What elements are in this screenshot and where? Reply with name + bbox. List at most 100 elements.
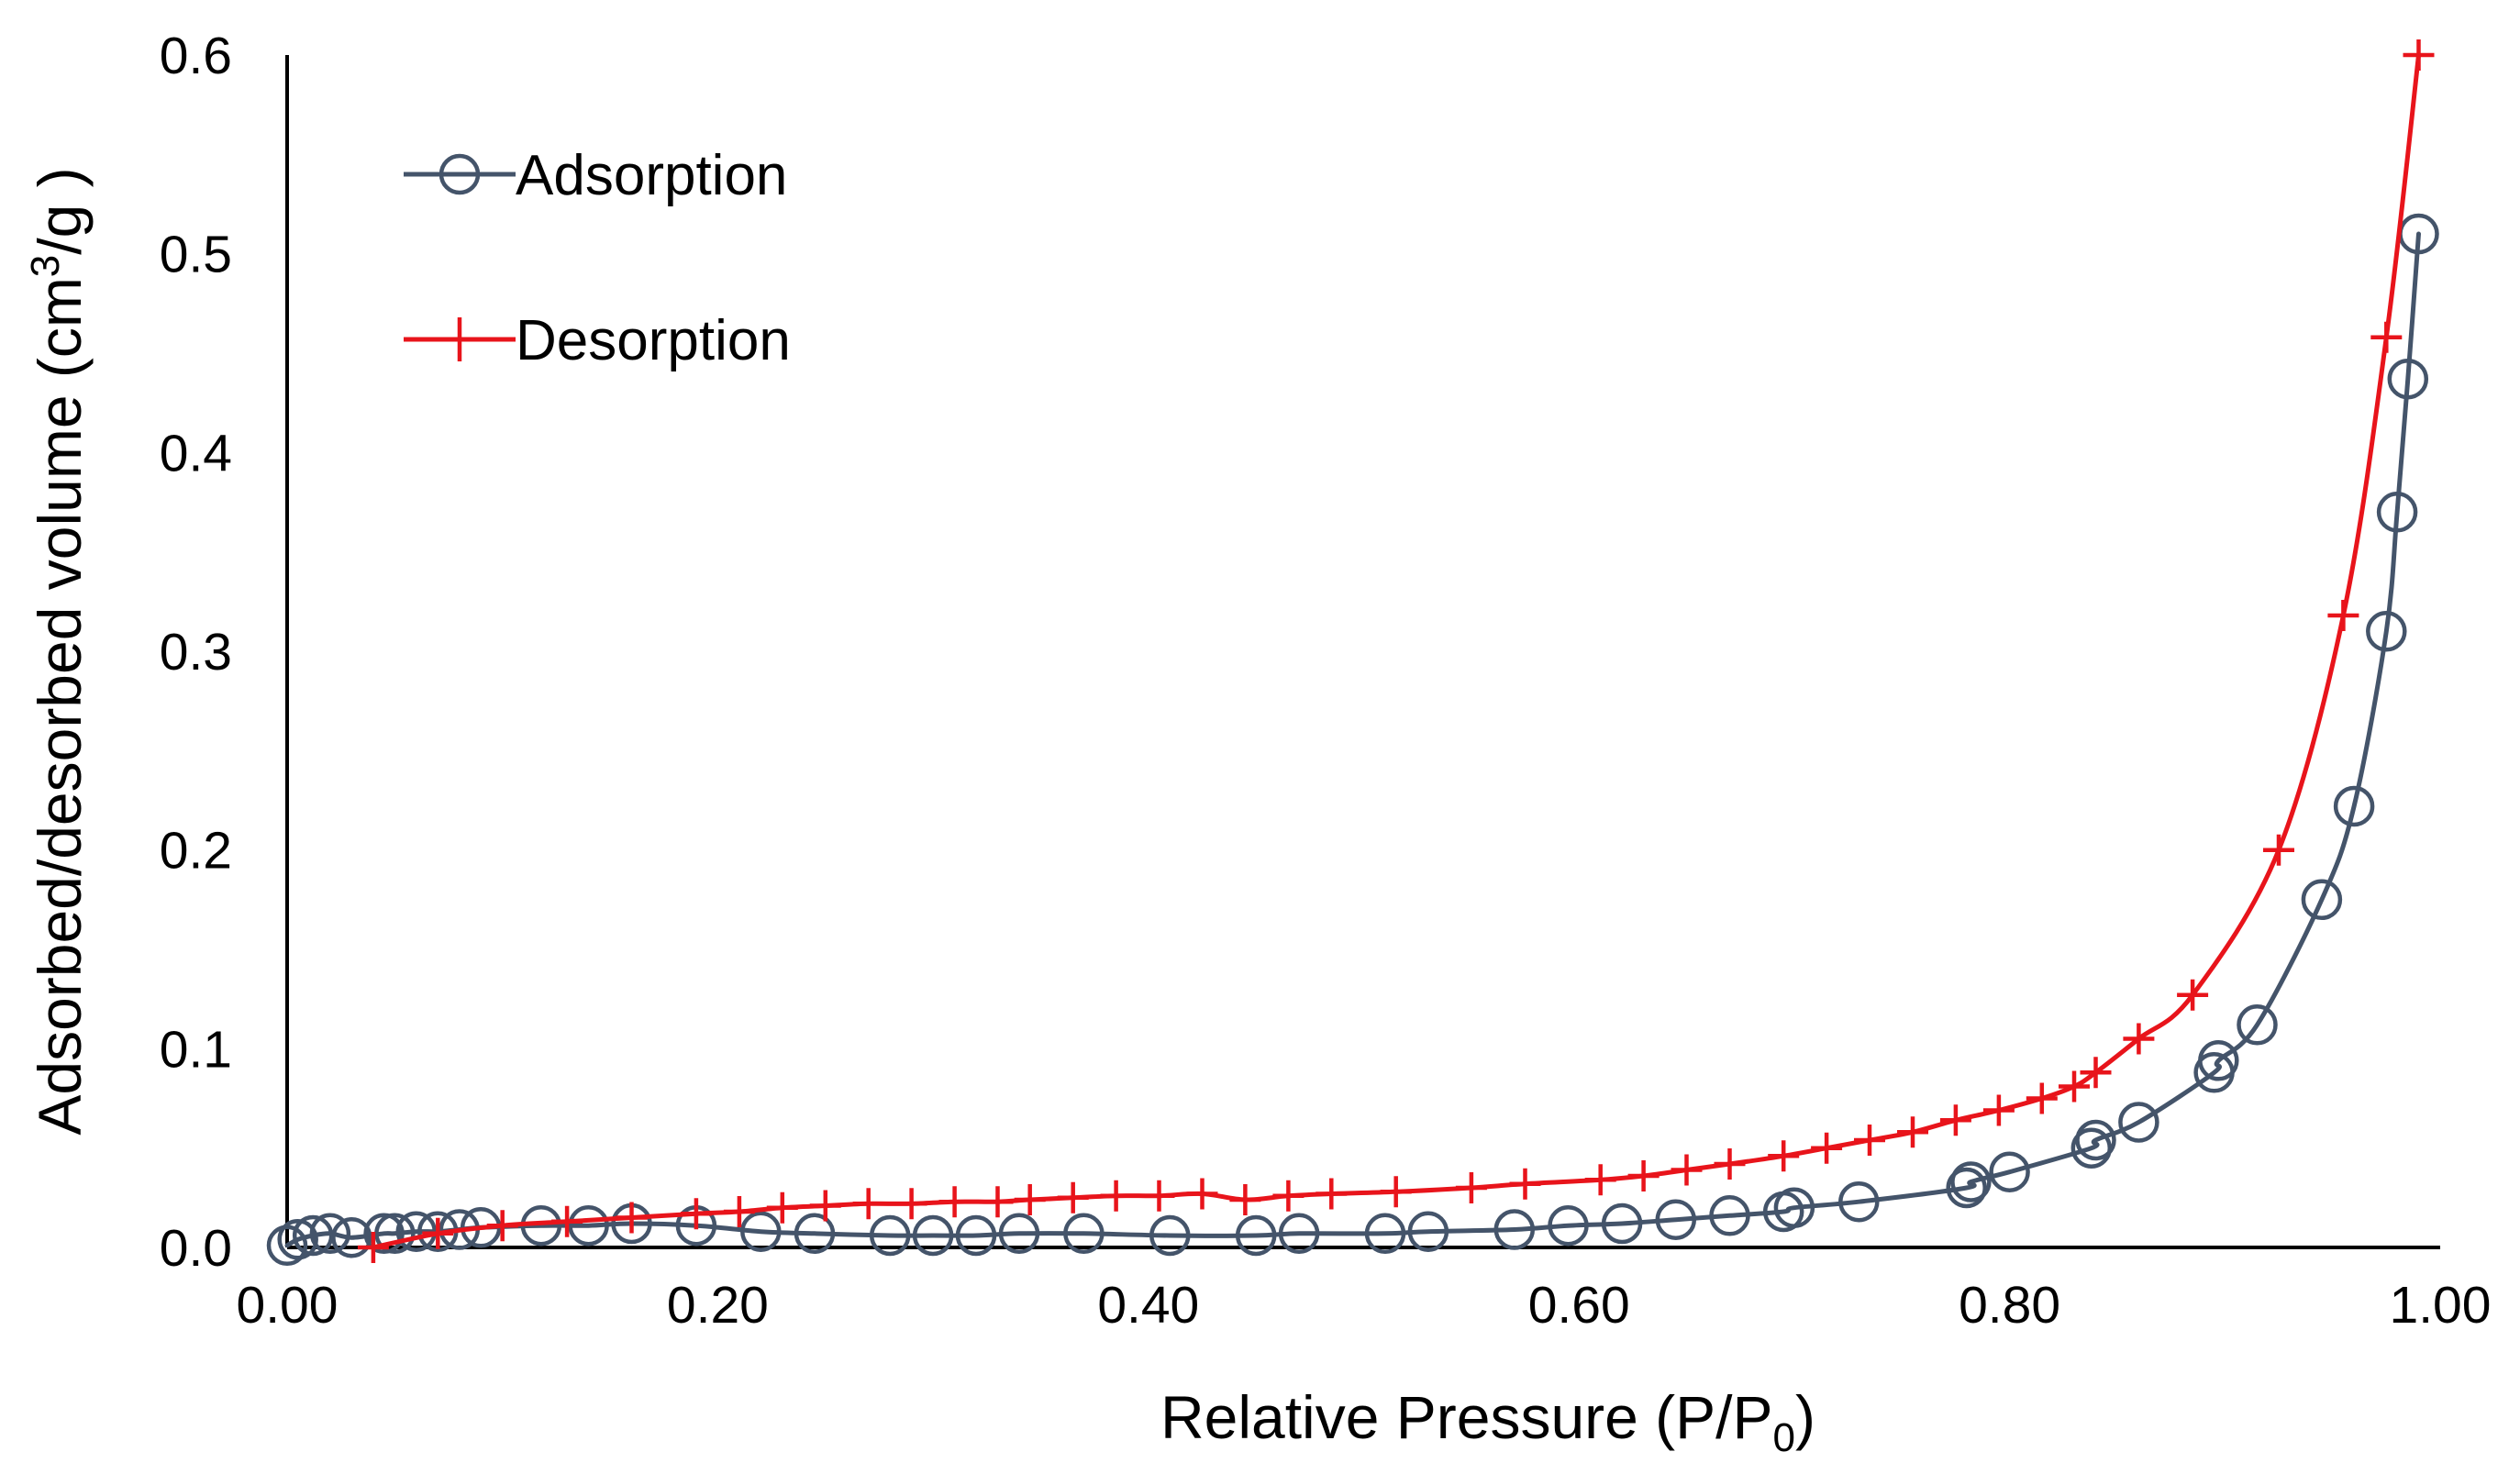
data-point-adsorption bbox=[1407, 1211, 1449, 1252]
legend: Adsorption Desorption bbox=[404, 144, 791, 372]
data-point-desorption bbox=[1229, 1184, 1261, 1215]
data-point-adsorption bbox=[309, 1213, 351, 1255]
data-point-adsorption bbox=[374, 1213, 416, 1255]
y-tick-label: 0.3 bbox=[160, 623, 232, 682]
x-axis-title-subscript: 0 bbox=[1773, 1415, 1795, 1460]
data-point-desorption bbox=[1455, 1172, 1487, 1203]
data-point-desorption bbox=[1186, 1178, 1218, 1210]
data-point-adsorption bbox=[1946, 1167, 1987, 1209]
x-tick-label: 0.40 bbox=[1097, 1276, 1199, 1335]
data-point-adsorption bbox=[1364, 1213, 1406, 1255]
x-tick-label: 0.60 bbox=[1528, 1276, 1630, 1335]
legend-item-desorption: Desorption bbox=[404, 309, 791, 372]
data-point-adsorption bbox=[1601, 1202, 1643, 1245]
data-point-desorption bbox=[1671, 1154, 1703, 1186]
data-point-desorption bbox=[357, 1232, 389, 1263]
legend-marker-adsorption bbox=[439, 153, 481, 195]
data-point-desorption bbox=[1316, 1178, 1348, 1210]
x-axis-title-end: ) bbox=[1795, 1383, 1815, 1451]
data-point-desorption bbox=[2263, 834, 2294, 866]
data-point-desorption bbox=[2177, 979, 2209, 1011]
axes bbox=[285, 55, 2440, 1249]
legend-label-desorption: Desorption bbox=[516, 309, 791, 372]
legend-item-adsorption: Adsorption bbox=[404, 144, 787, 207]
data-point-desorption bbox=[1627, 1160, 1660, 1191]
data-point-desorption bbox=[1939, 1104, 1971, 1136]
data-point-adsorption bbox=[2376, 492, 2418, 533]
data-point-adsorption bbox=[1235, 1214, 1277, 1257]
data-point-adsorption bbox=[277, 1219, 318, 1260]
data-point-desorption bbox=[2403, 39, 2435, 71]
y-tick-label: 0.4 bbox=[160, 424, 232, 482]
y-tick-labels: 0.0 0.1 0.2 0.3 0.4 0.5 0.6 bbox=[160, 27, 232, 1278]
data-point-desorption bbox=[2026, 1082, 2058, 1114]
x-tick-labels: 0.00 0.20 0.40 0.60 0.80 1.00 bbox=[237, 1276, 2492, 1335]
data-point-desorption bbox=[1854, 1125, 1885, 1156]
series-desorption bbox=[357, 39, 2435, 1263]
data-point-adsorption bbox=[292, 1214, 334, 1257]
data-point-adsorption bbox=[1548, 1204, 1589, 1247]
data-point-desorption bbox=[1897, 1116, 1928, 1148]
data-point-adsorption bbox=[1278, 1213, 1320, 1255]
data-point-adsorption bbox=[2387, 358, 2429, 400]
x-tick-label: 1.00 bbox=[2390, 1276, 2492, 1335]
y-tick-label: 0.1 bbox=[160, 1020, 232, 1079]
data-point-adsorption bbox=[1063, 1213, 1105, 1255]
data-point-desorption bbox=[1272, 1180, 1304, 1212]
data-point-adsorption bbox=[955, 1214, 997, 1257]
data-point-desorption bbox=[1982, 1094, 2015, 1126]
data-point-adsorption bbox=[2366, 611, 2407, 652]
x-tick-label: 0.00 bbox=[237, 1276, 339, 1335]
y-tick-label: 0.2 bbox=[160, 822, 232, 881]
data-point-desorption bbox=[1509, 1168, 1541, 1200]
data-point-adsorption bbox=[2237, 1004, 2278, 1046]
data-point-desorption bbox=[1143, 1180, 1175, 1212]
y-axis-title-end: /g ) bbox=[26, 167, 94, 254]
data-point-adsorption bbox=[2070, 1127, 2113, 1169]
data-point-desorption bbox=[982, 1186, 1014, 1218]
data-point-desorption bbox=[1714, 1148, 1746, 1180]
y-tick-label: 0.0 bbox=[160, 1219, 232, 1278]
data-point-adsorption bbox=[1773, 1187, 1815, 1228]
x-axis-title-main: Relative Pressure (P/P bbox=[1160, 1383, 1773, 1451]
data-point-adsorption bbox=[2301, 879, 2343, 921]
data-point-desorption bbox=[1768, 1140, 1800, 1172]
data-point-desorption bbox=[551, 1205, 583, 1237]
data-point-desorption bbox=[2370, 321, 2403, 353]
data-point-adsorption bbox=[1989, 1151, 2030, 1192]
series-layer bbox=[266, 39, 2439, 1267]
data-point-desorption bbox=[680, 1198, 712, 1230]
data-point-desorption bbox=[422, 1217, 454, 1249]
data-point-desorption bbox=[852, 1188, 884, 1220]
data-point-desorption bbox=[1811, 1132, 1843, 1164]
series-adsorption bbox=[266, 213, 2439, 1267]
data-point-adsorption bbox=[1838, 1180, 1880, 1223]
data-point-adsorption bbox=[1950, 1161, 1992, 1202]
y-tick-label: 0.6 bbox=[160, 27, 232, 85]
y-tick-label: 0.5 bbox=[160, 226, 232, 284]
data-point-desorption bbox=[616, 1202, 648, 1234]
x-tick-label: 0.20 bbox=[667, 1276, 769, 1335]
data-point-adsorption bbox=[363, 1213, 405, 1255]
data-point-adsorption bbox=[1149, 1214, 1191, 1257]
data-point-desorption bbox=[2123, 1023, 2155, 1055]
data-point-adsorption bbox=[912, 1214, 954, 1257]
x-axis-title: Relative Pressure (P/P0) bbox=[1160, 1383, 1815, 1460]
data-point-adsorption bbox=[2198, 1040, 2239, 1081]
y-axis-title-superscript: 3 bbox=[23, 255, 68, 277]
data-point-adsorption bbox=[998, 1213, 1040, 1255]
data-point-desorption bbox=[2327, 600, 2359, 631]
data-point-desorption bbox=[486, 1210, 518, 1242]
data-point-adsorption bbox=[568, 1204, 609, 1247]
data-point-desorption bbox=[766, 1191, 798, 1224]
data-point-desorption bbox=[1584, 1164, 1616, 1196]
data-point-adsorption bbox=[2118, 1102, 2159, 1143]
data-point-adsorption bbox=[1655, 1199, 1697, 1240]
data-point-desorption bbox=[2059, 1070, 2090, 1103]
x-tick-label: 0.80 bbox=[1959, 1276, 2060, 1335]
data-point-adsorption bbox=[2075, 1119, 2116, 1161]
data-point-adsorption bbox=[869, 1214, 911, 1257]
data-point-adsorption bbox=[331, 1216, 372, 1258]
